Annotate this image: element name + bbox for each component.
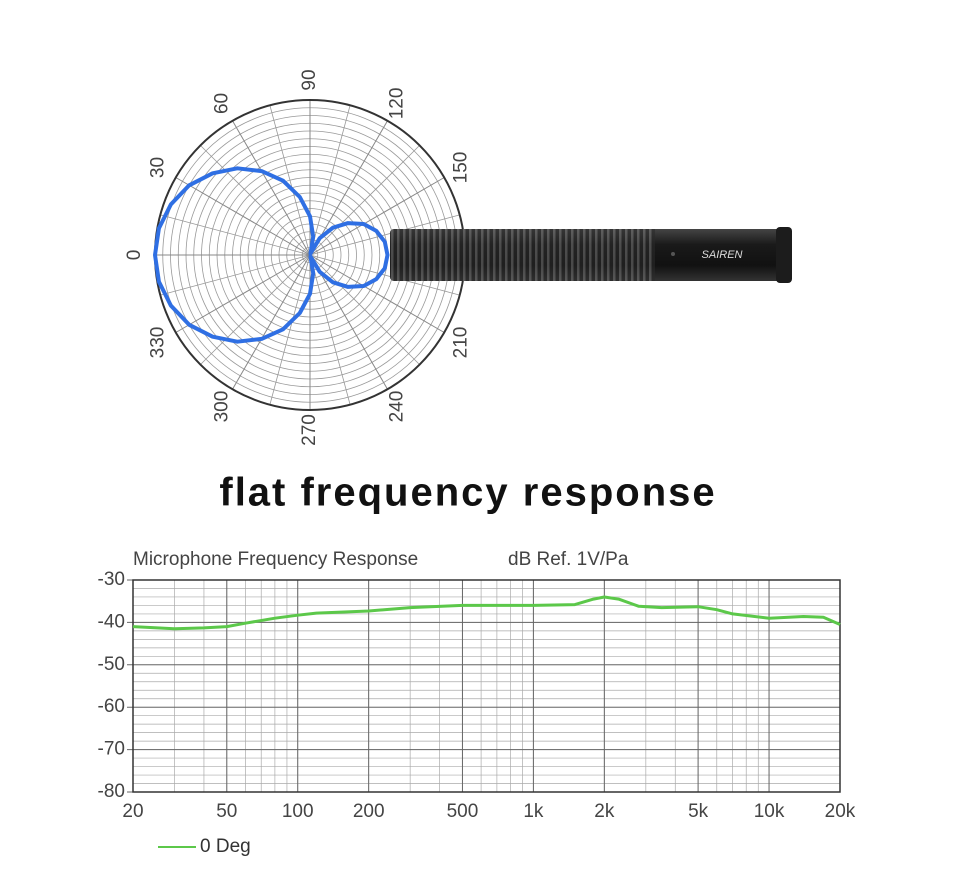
- y-tick-label: -70: [98, 739, 125, 760]
- angle-tick-label: 30: [147, 157, 168, 178]
- x-tick-label: 10k: [754, 801, 785, 822]
- x-tick-label: 20k: [825, 801, 856, 822]
- angle-tick-label: 120: [387, 88, 408, 120]
- y-tick-label: -40: [98, 611, 125, 632]
- y-tick-label: -30: [98, 569, 125, 590]
- polar-spoke: [200, 145, 311, 256]
- polar-grid-line: [309, 120, 388, 256]
- polar-grid-line: [232, 254, 311, 390]
- mic-cap: [776, 227, 792, 283]
- polar-spoke: [309, 254, 420, 365]
- product-label: SAIREN: [702, 249, 743, 261]
- mic-shade: [390, 229, 660, 281]
- y-tick-label: -80: [98, 781, 125, 802]
- polar-spoke: [269, 254, 311, 405]
- polar-spoke: [309, 254, 351, 405]
- x-tick-label: 5k: [688, 801, 709, 822]
- polar-spoke: [200, 254, 311, 365]
- angle-tick-label: 210: [451, 327, 472, 359]
- y-tick-label: -60: [98, 696, 125, 717]
- polar-pattern: [153, 166, 390, 344]
- x-tick-label: 20: [122, 801, 143, 822]
- y-axis-label: dB Ref. 1V/Pa: [508, 549, 629, 570]
- angle-tick-label: 90: [299, 69, 320, 90]
- x-tick-label: 2k: [594, 801, 615, 822]
- polar-spoke: [309, 105, 351, 256]
- microphone: SAIREN: [390, 227, 792, 283]
- x-tick-label: 100: [282, 801, 314, 822]
- polar-grid-line: [175, 254, 311, 333]
- angle-tick-label: 240: [387, 391, 408, 423]
- angle-tick-label: 330: [147, 327, 168, 359]
- polar-grid-line: [232, 120, 311, 256]
- legend-label: 0 Deg: [200, 836, 251, 857]
- polar-spoke: [309, 254, 460, 296]
- x-tick-label: 1k: [523, 801, 544, 822]
- polar-grid-line: [309, 254, 388, 390]
- plot-frame: [132, 579, 841, 793]
- polar-spoke: [309, 214, 460, 256]
- angle-tick-label: 270: [299, 414, 320, 446]
- polar-grid-line: [175, 177, 311, 256]
- x-tick-label: 50: [216, 801, 237, 822]
- y-tick-label: -50: [98, 654, 125, 675]
- polar-spoke: [309, 145, 420, 256]
- x-tick-label: 500: [447, 801, 479, 822]
- angle-tick-label: 150: [451, 152, 472, 184]
- chart-title: Microphone Frequency Response: [133, 549, 418, 570]
- heading: flat frequency response: [219, 471, 716, 515]
- angle-tick-label: 0: [124, 250, 145, 261]
- polar-grid-line: [309, 254, 445, 333]
- x-tick-label: 200: [353, 801, 385, 822]
- angle-tick-label: 60: [212, 93, 233, 114]
- series-line: [132, 595, 841, 631]
- frequency-chart: Microphone Frequency Response dB Ref. 1V/…: [98, 549, 856, 857]
- polar-spoke: [269, 105, 311, 256]
- polar-spoke: [160, 254, 311, 296]
- polar-chart: 0 30 60 90 120 150 210 240 270 300 330: [124, 69, 472, 445]
- mic-body: [655, 229, 780, 281]
- angle-tick-label: 300: [212, 391, 233, 423]
- mic-led: [671, 252, 675, 256]
- polar-grid-line: [309, 177, 445, 256]
- polar-spoke: [160, 214, 311, 256]
